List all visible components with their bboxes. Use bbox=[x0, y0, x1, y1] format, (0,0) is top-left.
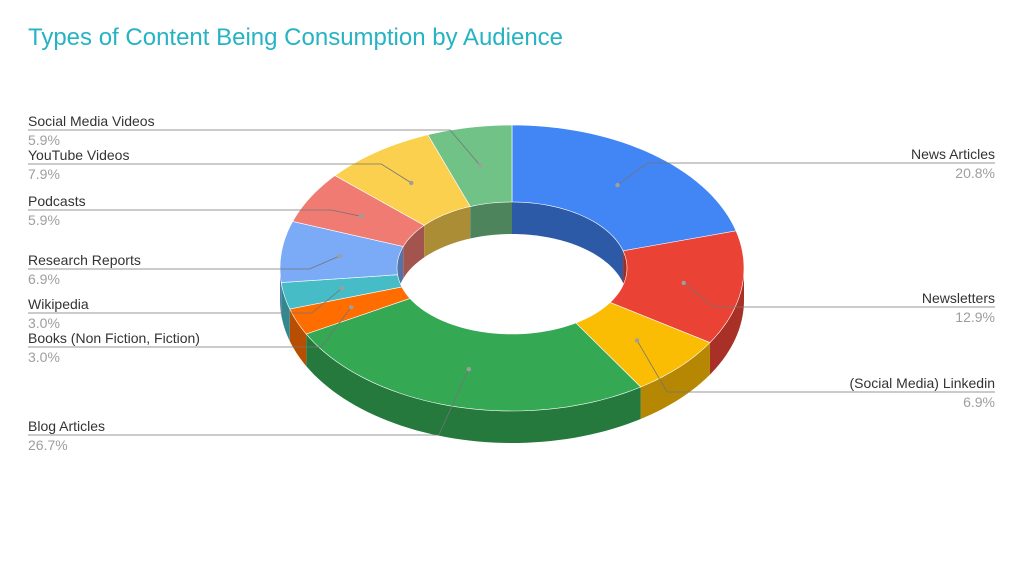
leader-dot-blog-articles bbox=[466, 367, 472, 372]
leader-dot-news-articles bbox=[615, 182, 620, 188]
leader-dot-social-media-linkedin bbox=[634, 338, 640, 343]
leader-line-wikipedia bbox=[28, 288, 343, 314]
leader-line-research-reports bbox=[28, 255, 340, 270]
slice-percent-blog-articles: 26.7% bbox=[28, 437, 68, 453]
donut-outer-walls bbox=[280, 268, 744, 443]
leader-line-blog-articles bbox=[28, 369, 470, 436]
slice-wall-newsletters bbox=[709, 268, 744, 375]
leader-dot-newsletters bbox=[681, 280, 686, 286]
slice-percent-newsletters: 12.9% bbox=[955, 309, 995, 325]
slice-wall-social-media-linkedin bbox=[640, 342, 710, 419]
leader-line-books-non-fiction-fiction bbox=[28, 307, 352, 348]
slice-label-wikipedia: Wikipedia bbox=[28, 296, 89, 312]
slice-social-media-videos[interactable] bbox=[427, 124, 513, 207]
slice-percent-social-media-linkedin: 6.9% bbox=[963, 394, 995, 410]
slice-inner-wall-news-articles-0 bbox=[512, 202, 624, 283]
leader-dot-books-non-fiction-fiction bbox=[349, 305, 354, 310]
chart-title: Types of Content Being Consumption by Au… bbox=[28, 24, 564, 51]
leader-dot-social-media-videos bbox=[477, 163, 483, 168]
leader-line-social-media-linkedin bbox=[636, 340, 995, 393]
leader-dot-research-reports bbox=[337, 253, 342, 259]
slice-inner-wall-social-media-videos-1 bbox=[470, 202, 512, 239]
slice-percent-social-media-videos: 5.9% bbox=[28, 132, 60, 148]
slice-wall-wikipedia bbox=[281, 282, 290, 342]
slice-percent-wikipedia: 3.0% bbox=[28, 315, 60, 331]
leader-line-news-articles bbox=[617, 162, 995, 186]
slice-label-newsletters: Newsletters bbox=[922, 290, 995, 306]
leader-line-podcasts bbox=[28, 209, 362, 217]
donut-slices bbox=[279, 124, 745, 412]
slice-label-podcasts: Podcasts bbox=[28, 193, 86, 209]
slice-percent-youtube-videos: 7.9% bbox=[28, 166, 60, 182]
slice-label-social-media-linkedin: (Social Media) Linkedin bbox=[849, 375, 995, 391]
leader-dot-podcasts bbox=[359, 214, 364, 219]
slice-wall-books-non-fiction-fiction bbox=[289, 309, 307, 366]
slice-label-books-non-fiction-fiction: Books (Non Fiction, Fiction) bbox=[28, 330, 200, 346]
leader-line-social-media-videos bbox=[28, 129, 481, 166]
slice-label-social-media-videos: Social Media Videos bbox=[28, 113, 155, 129]
leader-line-newsletters bbox=[683, 282, 995, 308]
slice-percent-research-reports: 6.9% bbox=[28, 271, 60, 287]
leader-lines bbox=[28, 129, 995, 436]
slice-label-research-reports: Research Reports bbox=[28, 252, 141, 268]
slice-label-news-articles: News Articles bbox=[911, 146, 995, 162]
leader-line-youtube-videos bbox=[28, 163, 412, 184]
slice-label-youtube-videos: YouTube Videos bbox=[28, 147, 129, 163]
slice-wall-research-reports bbox=[280, 268, 282, 315]
slice-percent-podcasts: 5.9% bbox=[28, 212, 60, 228]
leader-dot-youtube-videos bbox=[409, 180, 414, 186]
slice-inner-wall-podcasts-1 bbox=[403, 225, 425, 279]
slice-inner-wall-youtube-videos-1 bbox=[424, 206, 471, 258]
slice-percent-books-non-fiction-fiction: 3.0% bbox=[28, 349, 60, 365]
slice-label-blog-articles: Blog Articles bbox=[28, 418, 105, 434]
leader-dot-wikipedia bbox=[339, 286, 345, 291]
slice-wall-blog-articles bbox=[306, 333, 641, 443]
slice-labels: News Articles 20.8% Newsletters 12.9% (Socia… bbox=[28, 113, 995, 453]
slice-percent-news-articles: 20.8% bbox=[955, 165, 995, 181]
